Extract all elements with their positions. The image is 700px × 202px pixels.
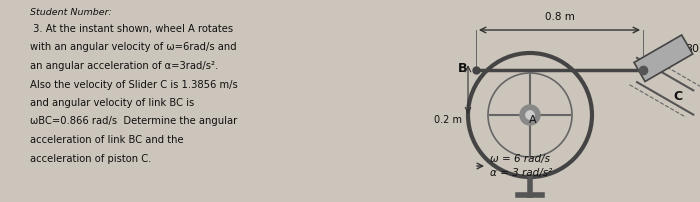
Text: ωBC=0.866 rad/s  Determine the angular: ωBC=0.866 rad/s Determine the angular — [30, 117, 237, 126]
Text: 0.2 m: 0.2 m — [434, 115, 462, 125]
Text: B: B — [458, 61, 468, 75]
Text: A: A — [529, 115, 537, 125]
Text: C: C — [673, 90, 682, 103]
Text: 3. At the instant shown, wheel A rotates: 3. At the instant shown, wheel A rotates — [30, 24, 233, 34]
Text: 0.8 m: 0.8 m — [545, 12, 575, 22]
Text: Also the velocity of Slider C is 1.3856 m/s: Also the velocity of Slider C is 1.3856 … — [30, 80, 238, 89]
Circle shape — [520, 105, 540, 125]
Text: and angular velocity of link BC is: and angular velocity of link BC is — [30, 98, 195, 108]
Bar — [634, 35, 693, 82]
Text: acceleration of link BC and the: acceleration of link BC and the — [30, 135, 183, 145]
Circle shape — [526, 110, 535, 120]
Text: α = 3 rad/s²: α = 3 rad/s² — [490, 168, 552, 178]
Text: with an angular velocity of ω=6rad/s and: with an angular velocity of ω=6rad/s and — [30, 42, 237, 53]
Text: acceleration of piston C.: acceleration of piston C. — [30, 154, 151, 163]
Text: 30°: 30° — [685, 44, 700, 54]
Text: ω = 6 rad/s: ω = 6 rad/s — [490, 154, 550, 164]
Text: Student Number:: Student Number: — [30, 8, 112, 17]
Text: an angular acceleration of α=3rad/s².: an angular acceleration of α=3rad/s². — [30, 61, 218, 71]
